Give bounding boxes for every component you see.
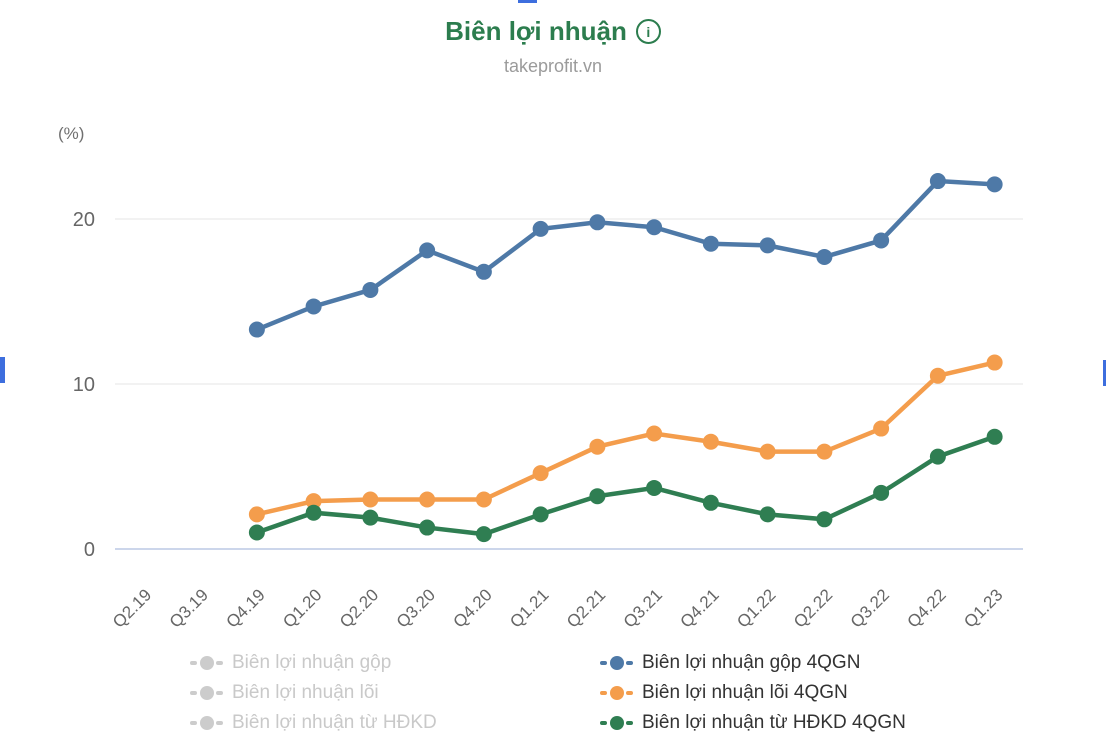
svg-text:10: 10: [73, 374, 95, 396]
svg-text:Q1.20: Q1.20: [279, 585, 325, 631]
svg-text:Q3.22: Q3.22: [847, 585, 893, 631]
legend-active-column: Biên lợi nhuận gộp 4QGN Biên lợi nhuận l…: [600, 648, 906, 735]
chart-header: Biên lợi nhuận i takeprofit.vn: [0, 16, 1106, 77]
svg-text:Q1.22: Q1.22: [733, 585, 779, 631]
legend-item-gop-4qgn[interactable]: Biên lợi nhuận gộp 4QGN: [600, 648, 906, 678]
legend-marker-icon: [600, 716, 633, 730]
legend-label: Biên lợi nhuận gộp 4QGN: [642, 652, 861, 673]
legend-label: Biên lợi nhuận gộp: [232, 652, 392, 673]
svg-text:Q3.21: Q3.21: [620, 585, 666, 631]
chart-title-text: Biên lợi nhuận: [445, 16, 627, 46]
chart-subtitle: takeprofit.vn: [503, 56, 603, 76]
legend-item-gop[interactable]: Biên lợi nhuận gộp: [190, 648, 437, 678]
svg-text:Q3.20: Q3.20: [393, 585, 439, 631]
svg-text:(%): (%): [58, 124, 84, 143]
legend-item-loi[interactable]: Biên lợi nhuận lõi: [190, 678, 437, 708]
svg-text:Q3.19: Q3.19: [166, 585, 212, 631]
legend-item-hdkd-4qgn[interactable]: Biên lợi nhuận từ HĐKD 4QGN: [600, 708, 906, 735]
svg-text:Q2.19: Q2.19: [109, 585, 155, 631]
svg-text:0: 0: [84, 539, 95, 561]
legend-marker-icon: [190, 686, 223, 700]
svg-text:Q1.23: Q1.23: [960, 585, 1006, 631]
svg-text:Q4.20: Q4.20: [450, 585, 496, 631]
legend-item-hdkd[interactable]: Biên lợi nhuận từ HĐKD: [190, 708, 437, 735]
next-chart-arrow-partial[interactable]: [1103, 360, 1106, 386]
legend-marker-icon: [190, 716, 223, 730]
page-title: Biên lợi nhuận i: [445, 16, 661, 47]
legend-marker-icon: [190, 656, 223, 670]
legend-marker-icon: [600, 656, 633, 670]
tab-indicator-partial: [518, 0, 537, 3]
legend-label: Biên lợi nhuận từ HĐKD: [232, 712, 437, 733]
prev-chart-arrow-partial[interactable]: [0, 357, 5, 383]
legend-inactive-column: Biên lợi nhuận gộp Biên lợi nhuận lõi Bi…: [190, 648, 437, 735]
legend-label: Biên lợi nhuận lõi 4QGN: [642, 682, 848, 703]
svg-text:Q2.22: Q2.22: [790, 585, 836, 631]
svg-text:Q2.20: Q2.20: [336, 585, 382, 631]
svg-text:Q4.22: Q4.22: [904, 585, 950, 631]
legend-item-loi-4qgn[interactable]: Biên lợi nhuận lõi 4QGN: [600, 678, 906, 708]
svg-text:Q2.21: Q2.21: [563, 585, 609, 631]
svg-text:20: 20: [73, 209, 95, 231]
legend-label: Biên lợi nhuận lõi: [232, 682, 379, 703]
svg-text:Q4.19: Q4.19: [223, 585, 269, 631]
svg-text:Q1.21: Q1.21: [506, 585, 552, 631]
legend-marker-icon: [600, 686, 633, 700]
legend-label: Biên lợi nhuận từ HĐKD 4QGN: [642, 712, 906, 733]
info-icon[interactable]: i: [635, 19, 661, 44]
svg-text:Q4.21: Q4.21: [677, 585, 723, 631]
